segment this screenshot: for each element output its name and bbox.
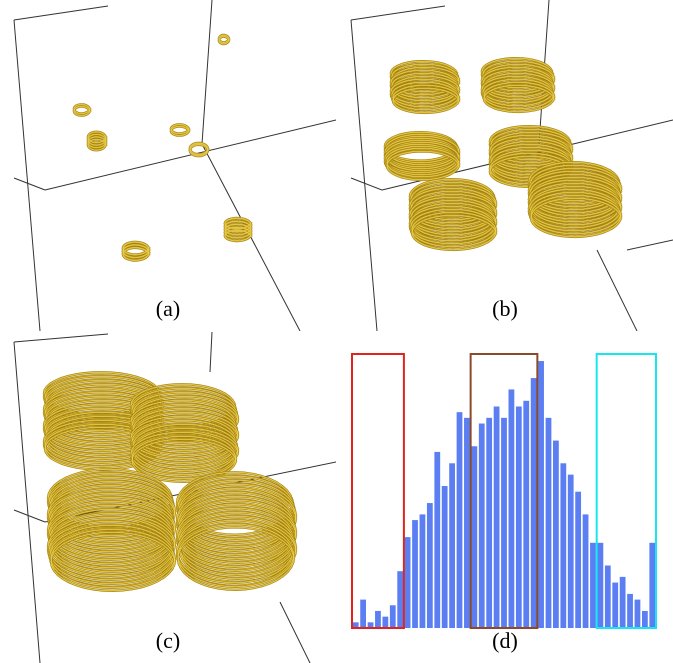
histogram-bar	[538, 361, 544, 628]
histogram-bar	[493, 406, 500, 628]
histogram-selection-box	[469, 353, 539, 629]
streamline-helices	[72, 33, 253, 262]
histogram-bar	[360, 599, 367, 628]
histogram-bar	[560, 463, 567, 628]
histogram-bar	[382, 616, 389, 628]
streamline-tube-highlight	[189, 142, 209, 157]
histogram-bar	[515, 406, 522, 628]
histogram-bar	[389, 605, 396, 628]
histogram-bar	[523, 400, 530, 628]
histogram-bar	[553, 440, 559, 628]
histogram-bar	[375, 610, 381, 628]
streamline-tube-highlight	[530, 195, 622, 238]
histogram-bar	[352, 622, 359, 628]
histogram-bar	[367, 622, 374, 628]
bounding-box	[13, 0, 336, 331]
histogram-bar	[627, 593, 633, 628]
panel-a: (a)	[0, 0, 336, 331]
histogram-bar	[471, 446, 478, 628]
histogram-bar	[530, 378, 537, 628]
histogram-bar	[404, 537, 411, 628]
histogram-bar	[449, 463, 455, 628]
histogram-bar	[434, 451, 441, 628]
streamline-tube-highlight	[489, 153, 571, 188]
streamline-tube-highlight	[122, 241, 150, 261]
bounding-box	[13, 332, 336, 663]
histogram-bar	[545, 417, 552, 628]
streamline-tube-highlight	[224, 217, 252, 242]
histogram-bar	[478, 423, 485, 628]
histogram-selection-box	[595, 353, 657, 629]
histogram-bar	[604, 565, 611, 628]
streamline-tube-highlight	[218, 34, 230, 45]
panel-a-scene	[13, 0, 336, 331]
histogram-bar	[456, 412, 463, 628]
histogram-bar	[567, 474, 574, 628]
histogram-bar	[649, 542, 656, 628]
histogram-bar	[464, 417, 470, 628]
streamline-tube-highlight	[170, 124, 190, 136]
streamline-tube-highlight	[411, 212, 497, 251]
streamline-tube-highlight	[87, 131, 107, 151]
histogram-bar	[426, 503, 433, 628]
streamline-tube-highlight	[50, 529, 176, 592]
panel-d: (d)	[337, 332, 673, 663]
panel-caption: (b)	[492, 296, 518, 321]
histogram-bar	[575, 491, 582, 628]
panel-caption: (d)	[492, 628, 518, 653]
streamline-tube-highlight	[177, 524, 295, 591]
histogram-bar	[590, 542, 596, 628]
histogram-selection-box	[351, 353, 405, 629]
panel-caption: (c)	[155, 628, 181, 653]
histogram-bar	[612, 582, 619, 628]
histogram-bar	[634, 599, 641, 628]
panel-b-scene	[350, 0, 673, 331]
panel-c: (c)	[0, 332, 336, 663]
histogram-bar	[582, 514, 589, 628]
streamline-tube-highlight	[392, 85, 460, 114]
streamline-helices	[42, 371, 298, 593]
streamline-tube-highlight	[131, 436, 237, 483]
streamline-tube-highlight	[386, 148, 460, 181]
histogram-bar	[501, 417, 507, 628]
panel-c-scene	[13, 332, 336, 663]
histogram-bar	[441, 486, 448, 628]
histogram-bar	[486, 417, 493, 628]
histogram-bar	[619, 576, 626, 628]
histogram-bar	[597, 542, 604, 628]
streamline-tube-highlight	[483, 82, 555, 113]
histogram-bar	[508, 389, 515, 628]
panel-b: (b)	[337, 0, 673, 331]
streamline-helices	[383, 57, 623, 252]
histogram-bar	[412, 520, 418, 628]
histogram-chart	[351, 353, 657, 629]
panel-caption: (a)	[155, 296, 181, 321]
streamline-tube-highlight	[73, 104, 91, 116]
histogram-bar	[397, 571, 404, 628]
histogram-bar	[419, 514, 426, 628]
histogram-bar	[641, 610, 648, 628]
